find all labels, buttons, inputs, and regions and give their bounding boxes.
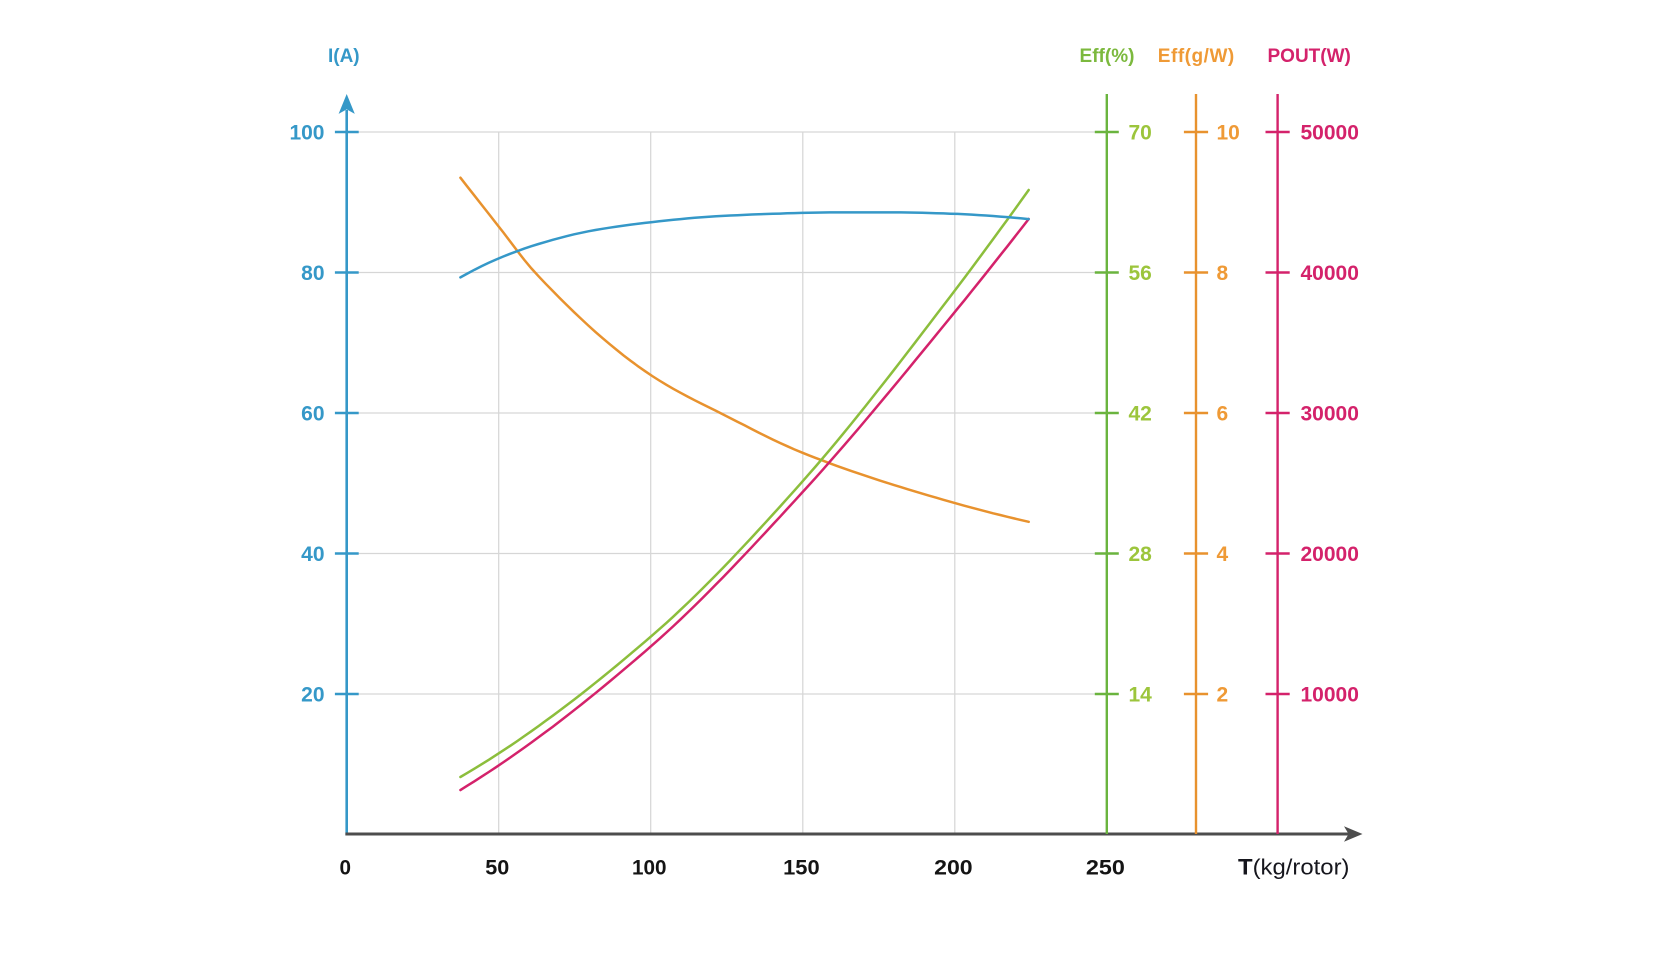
svg-text:Eff(g/W): Eff(g/W)	[1158, 46, 1235, 67]
svg-text:28: 28	[1129, 543, 1153, 566]
svg-text:14: 14	[1129, 684, 1153, 707]
svg-text:250: 250	[1086, 857, 1125, 880]
svg-text:0: 0	[340, 857, 352, 880]
svg-text:70: 70	[1129, 122, 1152, 145]
svg-text:150: 150	[783, 857, 820, 880]
svg-text:42: 42	[1129, 403, 1152, 426]
svg-text:50: 50	[485, 857, 509, 880]
svg-text:6: 6	[1217, 403, 1229, 426]
svg-text:2: 2	[1217, 684, 1229, 707]
svg-text:56: 56	[1129, 262, 1152, 285]
svg-text:200: 200	[934, 857, 973, 880]
svg-text:10000: 10000	[1301, 684, 1359, 707]
svg-text:20000: 20000	[1301, 543, 1359, 566]
svg-text:10: 10	[1217, 122, 1240, 145]
svg-text:30000: 30000	[1301, 403, 1359, 426]
svg-text:Eff(%): Eff(%)	[1080, 46, 1135, 67]
svg-text:T(kg/rotor): T(kg/rotor)	[1238, 855, 1350, 880]
svg-text:4: 4	[1217, 543, 1229, 566]
svg-text:8: 8	[1217, 262, 1229, 285]
svg-text:40000: 40000	[1301, 262, 1359, 285]
svg-text:POUT(W): POUT(W)	[1268, 46, 1351, 67]
svg-text:20: 20	[301, 684, 324, 707]
svg-text:50000: 50000	[1301, 122, 1359, 145]
svg-text:60: 60	[301, 403, 324, 426]
svg-text:100: 100	[289, 122, 324, 145]
svg-text:80: 80	[301, 262, 324, 285]
svg-text:I(A): I(A)	[328, 46, 360, 67]
svg-text:40: 40	[301, 543, 324, 566]
svg-text:100: 100	[632, 857, 667, 880]
